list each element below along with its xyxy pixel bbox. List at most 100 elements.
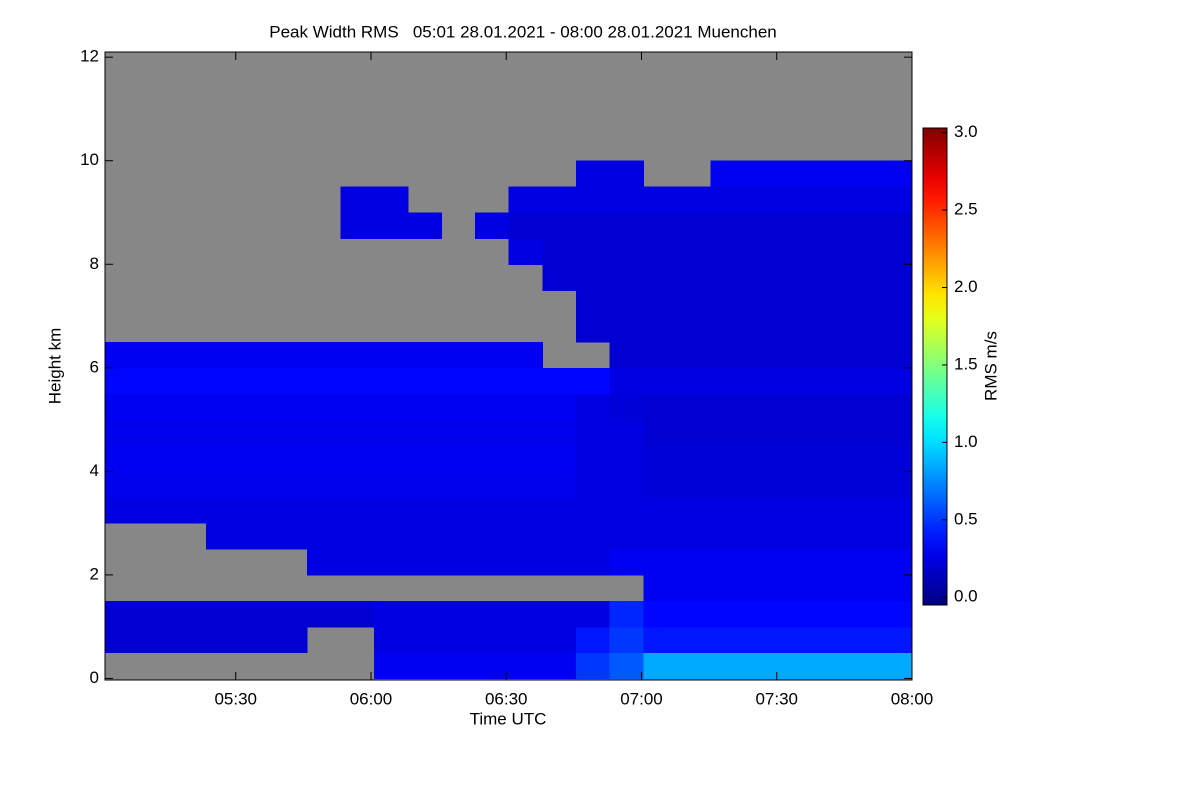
heatmap-cell: [710, 186, 746, 214]
heatmap-cell: [778, 341, 813, 369]
heatmap-cell: [508, 212, 544, 239]
heatmap-cell: [643, 316, 678, 343]
heatmap-cell: [778, 600, 813, 628]
heatmap-cell: [542, 238, 577, 265]
heatmap-cell: [576, 471, 611, 498]
heatmap-cell: [407, 471, 443, 498]
heatmap-cell: [643, 549, 678, 576]
heatmap-cell: [508, 600, 544, 628]
heatmap-cell: [845, 574, 880, 602]
heatmap-cell: [643, 186, 678, 214]
heatmap-cell: [643, 471, 678, 498]
heatmap-cell: [643, 497, 678, 524]
heatmap-cell: [340, 549, 375, 576]
heatmap-cell: [273, 471, 308, 498]
heatmap-cell: [407, 497, 443, 524]
heatmap-cell: [374, 600, 409, 628]
heatmap-cell: [744, 186, 779, 214]
heatmap-cell: [643, 419, 678, 447]
heatmap-cell: [677, 238, 712, 265]
colorbar-tick-label: 1.5: [954, 354, 978, 373]
heatmap-cell: [340, 419, 375, 447]
heatmap-cell: [576, 652, 611, 680]
heatmap-cell: [441, 652, 476, 680]
heatmap-cell: [576, 264, 611, 291]
heatmap-cell: [542, 393, 577, 421]
heatmap-cell: [643, 393, 678, 421]
heatmap-cell: [475, 393, 510, 421]
heatmap-cell: [778, 497, 813, 524]
heatmap-cell: [306, 341, 342, 369]
heatmap-cell: [407, 549, 443, 576]
heatmap-cell: [475, 523, 510, 550]
heatmap-cell: [677, 549, 712, 576]
heatmap-cell: [172, 626, 207, 654]
heatmap-cell: [710, 549, 746, 576]
heatmap-cell: [609, 290, 645, 317]
heatmap-cell: [239, 471, 274, 498]
heatmap-cell: [576, 549, 611, 576]
heatmap-cell: [811, 393, 847, 421]
heatmap-cell: [407, 652, 443, 680]
heatmap-cell: [374, 341, 409, 369]
heatmap-cell: [811, 523, 847, 550]
heatmap-cell: [710, 574, 746, 602]
heatmap-cell: [475, 652, 510, 680]
heatmap-cell: [845, 652, 880, 680]
heatmap-cell: [576, 290, 611, 317]
heatmap-cell: [811, 186, 847, 214]
heatmap-cell: [340, 523, 375, 550]
heatmap-cell: [508, 393, 544, 421]
heatmap-cell: [677, 367, 712, 395]
heatmap-cell: [744, 652, 779, 680]
heatmap-cell: [879, 626, 913, 654]
colorbar-tick-label: 0.0: [954, 587, 978, 606]
heatmap-cell: [138, 626, 173, 654]
heatmap-cell: [677, 600, 712, 628]
heatmap-cell: [879, 212, 913, 239]
heatmap-cell: [374, 419, 409, 447]
heatmap-cell: [508, 186, 544, 214]
heatmap-cell: [643, 626, 678, 654]
heatmap-cell: [172, 600, 207, 628]
heatmap-cell: [677, 497, 712, 524]
heatmap-cell: [677, 574, 712, 602]
heatmap-cell: [340, 393, 375, 421]
heatmap-cell: [677, 341, 712, 369]
heatmap-cell: [677, 290, 712, 317]
heatmap-cell: [710, 393, 746, 421]
heatmap-cell: [475, 549, 510, 576]
heatmap-cell: [407, 341, 443, 369]
heatmap-cell: [508, 445, 544, 472]
heatmap-cell: [879, 393, 913, 421]
heatmap-cell: [407, 212, 443, 239]
heatmap-cell: [205, 497, 241, 524]
heatmap-cell: [542, 445, 577, 472]
y-tick-label: 6: [90, 357, 99, 376]
heatmap-cell: [205, 600, 241, 628]
heatmap-cell: [744, 549, 779, 576]
heatmap-cell: [306, 497, 342, 524]
heatmap-cell: [273, 600, 308, 628]
heatmap-cell: [778, 574, 813, 602]
heatmap-cell: [744, 316, 779, 343]
heatmap-cell: [609, 367, 645, 395]
colorbar-label: RMS m/s: [981, 331, 1000, 401]
heatmap-cell: [710, 600, 746, 628]
heatmap-cell: [778, 523, 813, 550]
heatmap-cell: [845, 290, 880, 317]
heatmap-cell: [441, 445, 476, 472]
heatmap-cell: [340, 497, 375, 524]
heatmap-cell: [239, 600, 274, 628]
heatmap-cell: [475, 212, 510, 239]
heatmap-cell: [475, 626, 510, 654]
heatmap-cell: [811, 471, 847, 498]
heatmap-cell: [744, 212, 779, 239]
heatmap-cell: [879, 549, 913, 576]
heatmap-cell: [677, 393, 712, 421]
heatmap-cell: [172, 471, 207, 498]
heatmap-cell: [273, 393, 308, 421]
x-tick-label: 05:30: [214, 689, 257, 708]
heatmap-cell: [778, 316, 813, 343]
heatmap-cell: [239, 497, 274, 524]
